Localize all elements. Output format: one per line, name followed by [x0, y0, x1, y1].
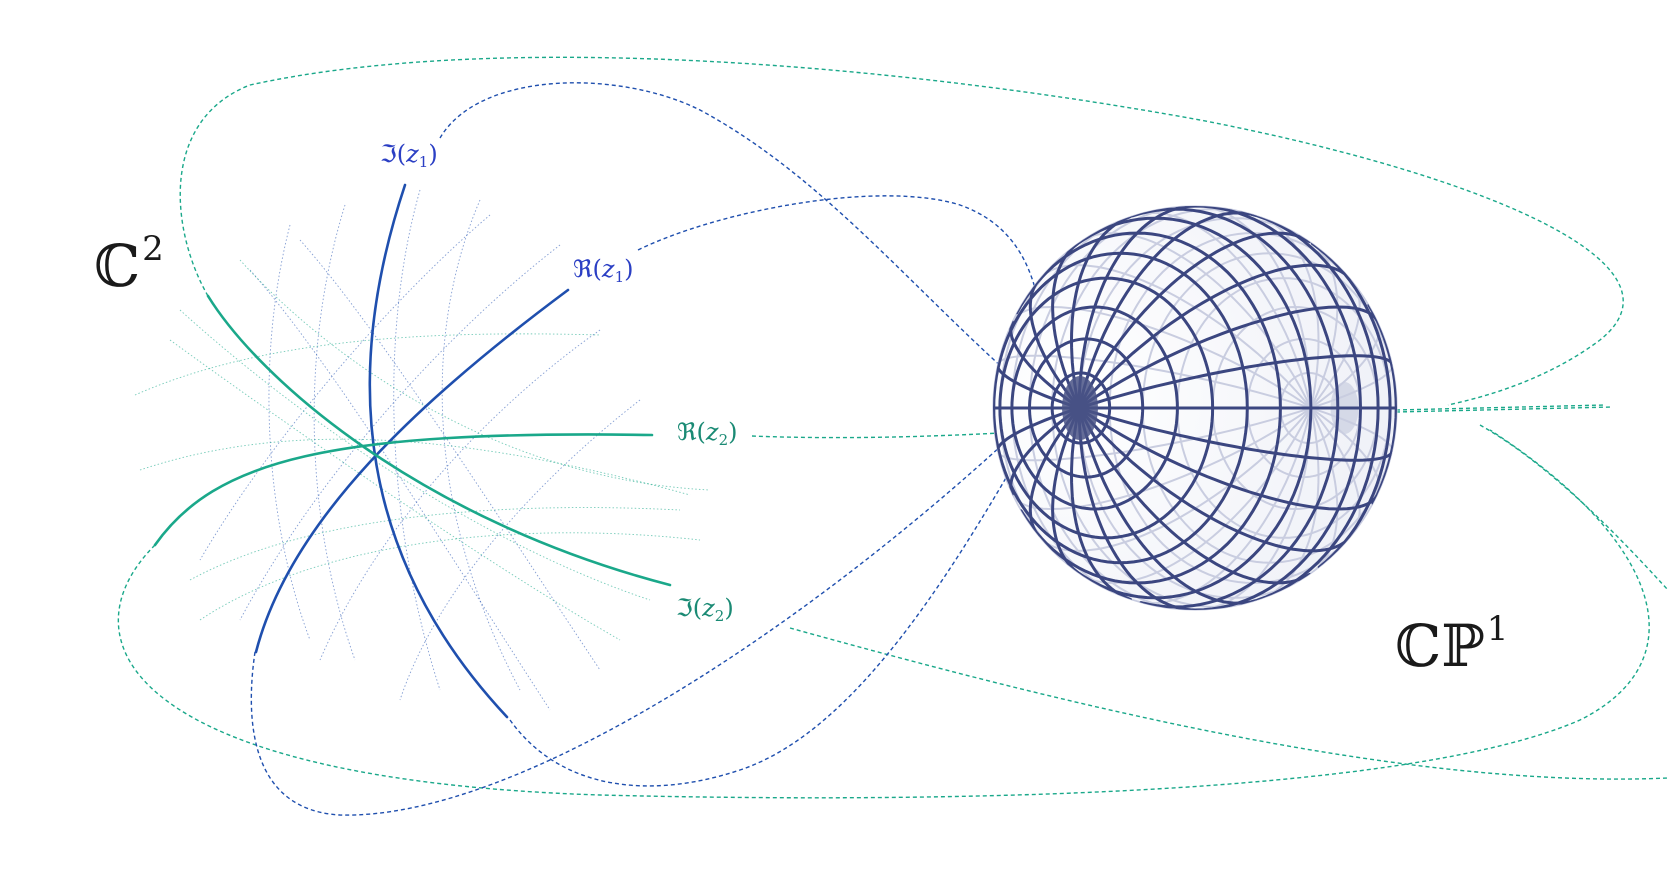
c2-base: ℂ [94, 232, 141, 300]
sphere-grid-line [1131, 207, 1340, 609]
grid-line-blue [299, 239, 601, 671]
re-z1-sub: 1 [614, 268, 625, 286]
cp1-sphere [992, 205, 1398, 611]
grid-line-blue [399, 399, 641, 701]
grid-line-blue [441, 199, 521, 691]
grid-line-blue [199, 214, 491, 561]
sphere-grid-line [1028, 279, 1081, 410]
sphere-grid-line [1077, 406, 1197, 610]
re-z2-var: z [705, 418, 719, 446]
grid-line-blue [239, 244, 561, 621]
grid-line-blue [268, 224, 311, 641]
im-z2-op: ℑ [676, 594, 693, 622]
cp1-base: ℂℙ [1395, 612, 1485, 680]
re-z2-op: ℜ [677, 418, 697, 446]
sphere-grid-line-back [1252, 502, 1374, 584]
sphere-grid-line [1069, 406, 1132, 601]
sphere-grid-line [1051, 406, 1081, 574]
grid-line-blue [393, 189, 441, 691]
sphere-grid-line [1051, 242, 1081, 410]
sphere-grid-line [1009, 406, 1081, 496]
re-z2-sub: 2 [718, 431, 729, 449]
blue-im-z1-loop [439, 82, 1046, 406]
grid-line-green [179, 309, 651, 601]
green-lower-right-curve [789, 627, 1668, 780]
sphere-grid-line [1077, 263, 1352, 410]
grid-line-green [134, 333, 601, 396]
sphere-grid-line [1077, 211, 1257, 410]
sphere-grid-line [996, 406, 1081, 452]
axis-re-z2 [153, 433, 654, 547]
grid-line-blue [313, 204, 356, 661]
im-z2-var: z [702, 594, 715, 622]
grid-line-green [169, 339, 621, 641]
im-z1-op: ℑ [380, 140, 397, 168]
grid-line-blue [319, 329, 601, 661]
im-z1-var: z [406, 140, 419, 168]
c2-coordinate-grid [134, 189, 711, 711]
blue-re-z1-loop [637, 195, 1046, 406]
sphere-grid-line [1077, 406, 1379, 511]
sphere-north-pole [1062, 376, 1098, 440]
sphere-grid-line [1077, 406, 1352, 553]
blue-lower-loop-2 [509, 409, 1046, 787]
sphere-front-grid [993, 206, 1397, 610]
green-outer-loop [179, 56, 1624, 406]
sphere-grid-line [1077, 305, 1379, 410]
sphere-grid-line-back [1076, 407, 1312, 584]
re-z1-op: ℜ [573, 255, 593, 283]
label-re-z2: ℜ(z2) [677, 418, 738, 449]
im-z2-sub: 2 [714, 607, 725, 625]
axis-re-z1 [254, 288, 570, 654]
sphere-grid-line [1077, 206, 1197, 410]
sphere-grid-line-back [1037, 407, 1312, 552]
green-bottom-loop [117, 429, 1650, 799]
sphere-grid-line-back [1037, 264, 1312, 409]
sphere-grid-line [1077, 354, 1394, 410]
im-z1-sub: 1 [418, 153, 429, 171]
grid-line-green [199, 532, 701, 621]
sphere-grid-line [1139, 601, 1177, 609]
sphere-grid-line [1077, 406, 1311, 585]
blue-lower-loop-1 [250, 404, 1046, 816]
green-right-tail-3 [1479, 424, 1668, 591]
cp1-exponent: 1 [1486, 609, 1509, 649]
sphere-grid-line [1247, 211, 1380, 602]
sphere-grid-line-back [1076, 232, 1312, 409]
sphere-grid-line [1310, 242, 1392, 569]
label-cp1: ℂℙ1 [1395, 612, 1508, 675]
sphere-grid-line [1069, 216, 1313, 600]
sphere-grid-line [1069, 215, 1132, 410]
sphere-grid-line [1367, 303, 1397, 505]
sphere-grid-line [1028, 406, 1081, 537]
axis-im-z2 [206, 294, 672, 587]
grid-line-green [239, 259, 711, 491]
sphere-grid-line [996, 364, 1081, 410]
sphere-grid-line [1015, 231, 1282, 585]
sphere-grid-line-back [1255, 214, 1320, 409]
label-c2: ℂ2 [94, 232, 164, 295]
re-z1-var: z [601, 255, 615, 283]
sphere-grid-line-back [1255, 407, 1320, 602]
c2-axes [153, 183, 672, 719]
sphere-grid-line [1077, 406, 1257, 605]
green-right-tail-2 [1395, 406, 1613, 413]
label-im-z1: ℑ(z1) [380, 140, 438, 171]
sphere-grid-line [1077, 231, 1311, 410]
grid-line-green [189, 507, 681, 581]
sphere-grid-line [1077, 406, 1394, 462]
c2-exponent: 2 [142, 229, 164, 269]
label-im-z2: ℑ(z2) [676, 594, 734, 625]
sphere-grid-line [1009, 320, 1081, 410]
label-re-z1: ℜ(z1) [573, 255, 634, 286]
grid-line-blue [249, 269, 551, 711]
axis-im-z1 [368, 183, 509, 719]
